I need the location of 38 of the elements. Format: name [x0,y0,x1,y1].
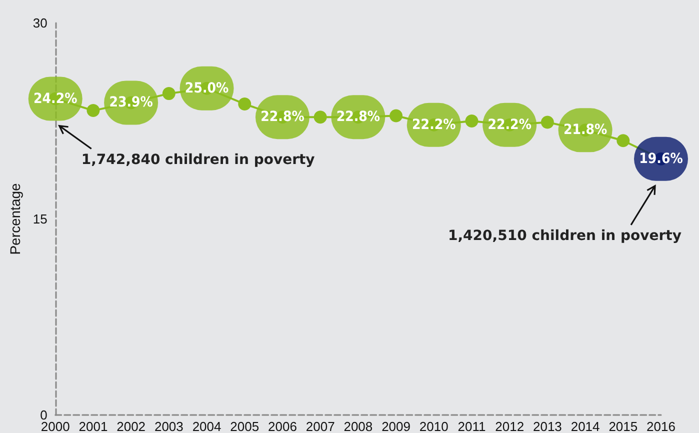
y-tick-label: 15 [32,212,48,226]
data-label: 24.2% [34,90,78,107]
x-tick-label: 2015 [608,419,638,433]
data-label: 21.8% [563,122,608,138]
data-label: 19.6% [639,150,684,167]
data-label: 22.8% [336,109,380,126]
x-tick-label: 2008 [344,419,373,433]
annotation: 1,420,510 children in poverty [448,228,682,244]
data-label: 22.8% [260,109,305,126]
annotation: 1,742,840 children in poverty [81,152,315,168]
point [86,104,100,118]
x-tick-label: 2011 [458,419,486,433]
point [540,116,554,129]
x-tick-label: 2016 [646,419,676,433]
point [616,134,630,148]
data-label: 25.0% [184,80,229,96]
y-tick-label: 30 [32,16,48,30]
x-tick-label: 2012 [495,419,524,433]
point [390,109,403,122]
data-label: 23.9% [109,94,154,111]
point [465,114,478,128]
x-tick-label: 2002 [116,419,146,433]
x-tick-label: 2003 [154,419,184,433]
point [238,98,252,111]
x-tick-label: 2010 [419,419,448,433]
x-tick-label: 2013 [532,419,562,433]
point [314,110,327,124]
y-axis-title: Percentage [7,182,23,255]
x-tick-label: 2004 [192,419,222,433]
x-tick-label: 2001 [78,419,108,433]
x-tick-label: 2005 [230,419,260,433]
x-tick-label: 2009 [382,419,410,433]
x-tick-label: 2007 [306,419,335,433]
x-tick-label: 2006 [268,419,297,433]
point [162,87,176,100]
x-tick-label: 2014 [570,419,600,433]
data-label: 22.2% [488,116,532,133]
data-label: 22.2% [412,116,456,133]
